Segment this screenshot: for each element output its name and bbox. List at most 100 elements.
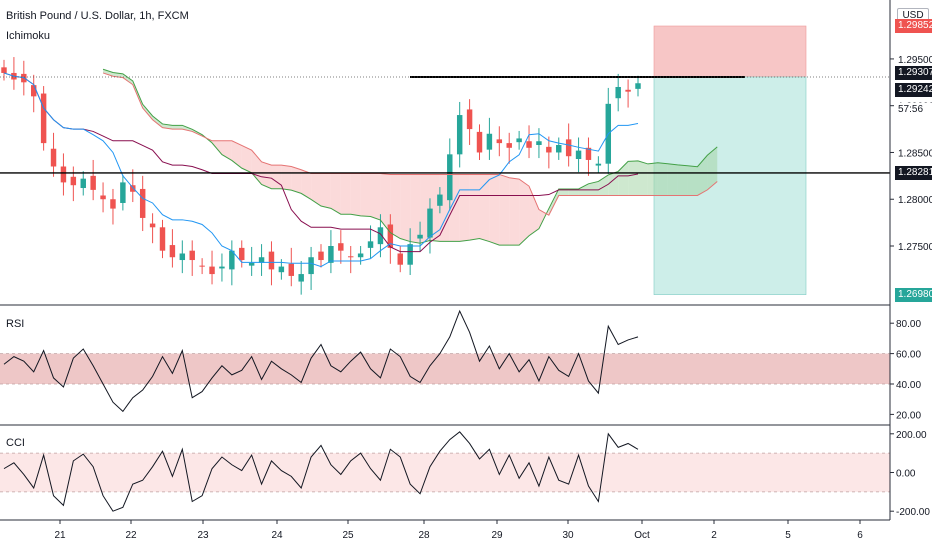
candle-body bbox=[367, 241, 374, 248]
kumo-cloud-segment bbox=[330, 173, 341, 215]
kumo-cloud-segment bbox=[568, 188, 579, 196]
kumo-cloud-segment bbox=[122, 73, 133, 85]
candle-body bbox=[120, 182, 126, 203]
candle-body bbox=[397, 253, 403, 265]
candle-body bbox=[635, 83, 641, 89]
kumo-cloud-segment bbox=[321, 173, 331, 209]
x-tick-label: 30 bbox=[562, 530, 574, 541]
chart-title: British Pound / U.S. Dollar, 1h, FXCM bbox=[6, 10, 189, 22]
y-tick-label: 1.28500 bbox=[898, 148, 932, 159]
kumo-cloud-segment bbox=[103, 69, 113, 77]
candle-body bbox=[565, 139, 572, 157]
candle-body bbox=[407, 244, 413, 265]
x-tick-label: 23 bbox=[197, 530, 209, 541]
x-tick-label: 6 bbox=[857, 530, 863, 541]
candle-body bbox=[585, 147, 592, 160]
kumo-cloud-segment bbox=[261, 161, 272, 189]
kumo-cloud-segment bbox=[152, 115, 163, 128]
candle-body bbox=[347, 256, 354, 258]
candle-body bbox=[466, 109, 473, 130]
candle-body bbox=[387, 224, 394, 248]
x-tick-label: 2 bbox=[711, 530, 717, 541]
x-tick-label: 22 bbox=[125, 530, 137, 541]
candle-body bbox=[357, 253, 364, 258]
candle-body bbox=[615, 86, 621, 99]
candle-body bbox=[298, 274, 304, 282]
candle-body bbox=[169, 245, 176, 258]
rsi-pane-label: RSI bbox=[6, 318, 25, 330]
kumo-cloud-segment bbox=[301, 169, 312, 200]
y-tick-label: 60.00 bbox=[896, 350, 921, 361]
kumo-cloud-segment bbox=[311, 173, 321, 207]
candle-body bbox=[506, 143, 512, 148]
candle-body bbox=[209, 266, 215, 275]
kumo-cloud-segment bbox=[350, 173, 361, 216]
kumo-cloud-segment bbox=[459, 174, 470, 242]
kumo-cloud-segment bbox=[558, 188, 569, 196]
kumo-cloud-segment bbox=[618, 161, 629, 196]
candle-body bbox=[239, 247, 245, 261]
candle-body bbox=[258, 257, 265, 263]
rsi-band bbox=[0, 353, 890, 384]
price-tag: 57:56 bbox=[895, 103, 932, 118]
candle-body bbox=[437, 194, 443, 206]
kumo-cloud-segment bbox=[707, 146, 718, 190]
price-tag: 1.28281 bbox=[895, 165, 932, 180]
candle-body bbox=[338, 243, 344, 251]
kumo-cloud-segment bbox=[291, 166, 302, 194]
kumo-cloud-segment bbox=[281, 165, 292, 191]
candle-body bbox=[159, 227, 166, 251]
kijun-sen-line bbox=[3, 72, 639, 253]
y-tick-label: 200.00 bbox=[896, 430, 927, 441]
kumo-cloud-segment bbox=[489, 174, 500, 246]
candle-body bbox=[130, 185, 136, 192]
candle-body bbox=[486, 133, 493, 150]
y-tick-label: 0.00 bbox=[896, 469, 916, 480]
cci-line bbox=[3, 431, 639, 512]
price-tag: 1.26980 bbox=[895, 287, 932, 302]
rsi-line bbox=[3, 309, 639, 413]
candle-body bbox=[308, 257, 314, 275]
kumo-cloud-segment bbox=[360, 173, 371, 217]
x-tick-label: Oct bbox=[634, 530, 650, 541]
candle-body bbox=[30, 85, 37, 97]
candle-body bbox=[199, 265, 205, 267]
y-tick-label: 1.28000 bbox=[898, 195, 932, 206]
stop-loss-zone bbox=[653, 25, 807, 78]
kumo-cloud-segment bbox=[677, 164, 688, 196]
kumo-cloud-segment bbox=[667, 163, 678, 196]
candle-body bbox=[90, 175, 96, 190]
candle-body bbox=[526, 141, 532, 148]
y-tick-label: 1.29500 bbox=[898, 55, 932, 66]
kumo-cloud-segment bbox=[657, 162, 668, 196]
candle-body bbox=[318, 251, 324, 261]
candle-body bbox=[546, 146, 552, 153]
kumo-cloud-segment bbox=[410, 174, 421, 244]
candle-body bbox=[377, 227, 384, 245]
kumo-cloud-segment bbox=[628, 160, 638, 196]
candle-body bbox=[427, 208, 433, 238]
kumo-cloud-segment bbox=[172, 125, 183, 130]
candle-body bbox=[50, 148, 57, 167]
candle-body bbox=[447, 154, 453, 201]
kumo-cloud-segment bbox=[400, 174, 411, 242]
candle-body bbox=[278, 266, 285, 273]
kumo-cloud-segment bbox=[548, 188, 559, 216]
candle-body bbox=[40, 93, 47, 144]
x-tick-label: 29 bbox=[491, 530, 503, 541]
tenkan-sen-line bbox=[3, 72, 639, 268]
y-tick-label: 1.27500 bbox=[898, 242, 932, 253]
y-tick-label: 40.00 bbox=[896, 380, 921, 391]
kumo-cloud-segment bbox=[142, 104, 153, 120]
candle-body bbox=[149, 223, 156, 228]
candle-body bbox=[595, 163, 602, 166]
candle-body bbox=[556, 144, 562, 153]
kumo-cloud-segment bbox=[687, 165, 698, 196]
kumo-cloud-segment bbox=[519, 179, 530, 246]
kumo-cloud-segment bbox=[241, 145, 252, 173]
kumo-cloud-segment bbox=[638, 160, 648, 196]
kumo-cloud-segment bbox=[340, 173, 351, 215]
kumo-cloud-segment bbox=[390, 174, 401, 239]
candle-body bbox=[496, 139, 503, 144]
